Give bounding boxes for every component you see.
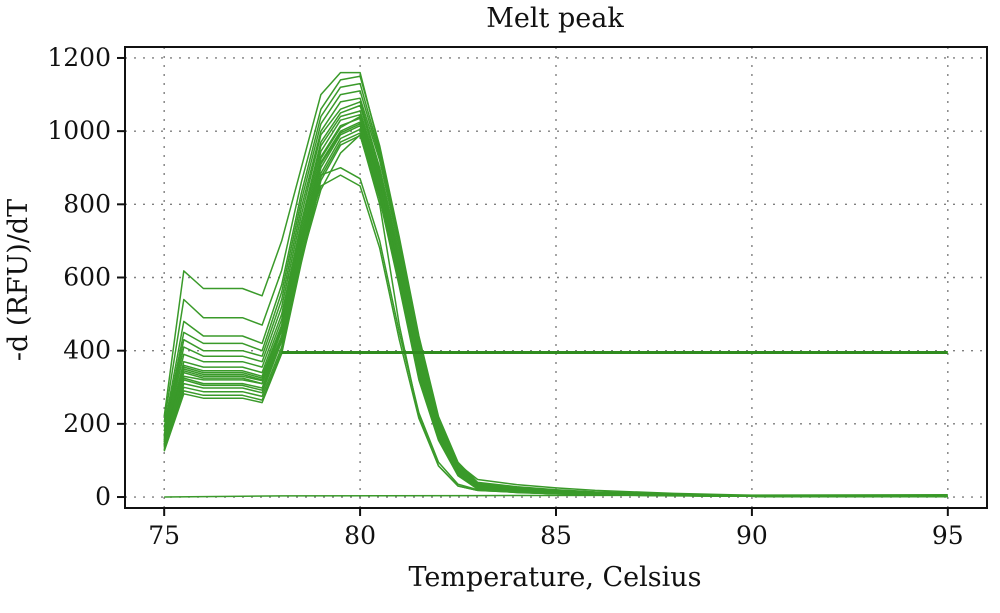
melt-curves [163, 71, 948, 498]
chart-title: Melt peak [486, 3, 624, 34]
x-axis-ticks: 75 80 85 90 95 [148, 508, 964, 550]
y-tick-label-400: 400 [63, 336, 111, 365]
x-tick-label-80: 80 [344, 521, 376, 550]
x-tick-label-95: 95 [932, 521, 964, 550]
y-axis-ticks: 0 200 400 600 800 1000 1200 [47, 43, 125, 511]
y-tick-label-200: 200 [63, 409, 111, 438]
y-tick-label-600: 600 [63, 263, 111, 292]
y-tick-label-0: 0 [95, 482, 111, 511]
x-axis-label: Temperature, Celsius [408, 562, 701, 593]
melt-curve-20 [163, 123, 948, 498]
x-tick-label-75: 75 [148, 521, 180, 550]
plot-frame [124, 46, 988, 509]
x-tick-label-85: 85 [540, 521, 572, 550]
grid [125, 47, 987, 508]
y-axis-label: -d (RFU)/dT [3, 199, 34, 361]
y-tick-label-1000: 1000 [47, 116, 111, 145]
y-tick-label-800: 800 [63, 189, 111, 218]
x-tick-label-90: 90 [736, 521, 768, 550]
melt-curve-5 [163, 97, 948, 498]
y-tick-label-1200: 1200 [47, 43, 111, 72]
